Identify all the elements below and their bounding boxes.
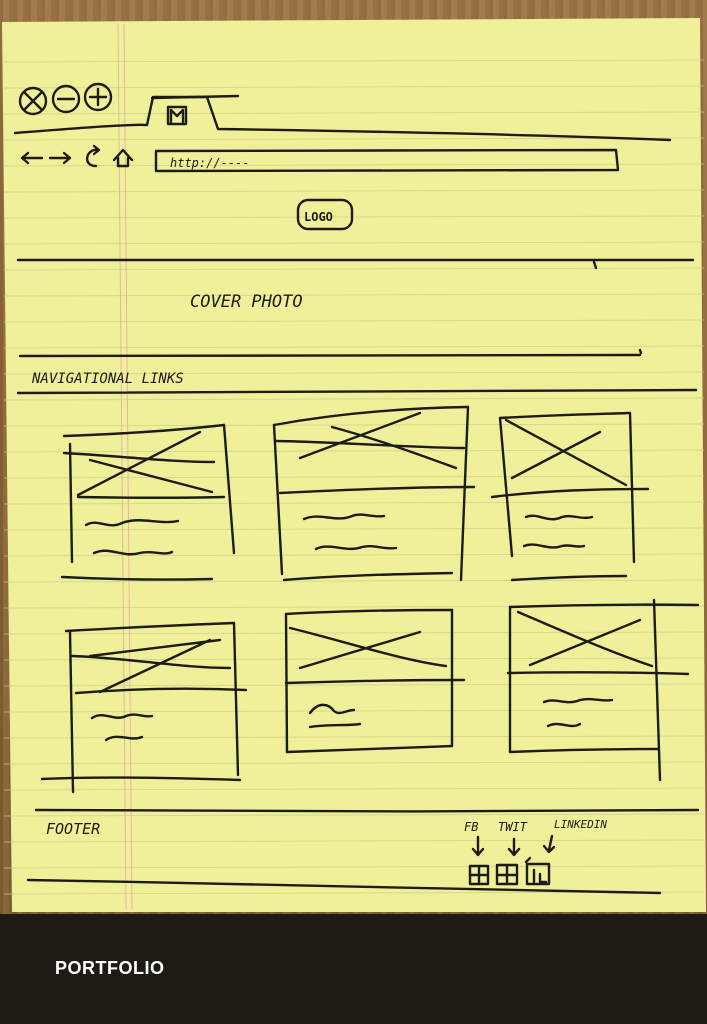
caption-bar <box>0 914 707 1024</box>
maximize-icon <box>83 82 113 112</box>
card <box>506 598 700 782</box>
address-bar <box>154 148 620 173</box>
cover-photo-label: COVER PHOTO <box>190 292 303 312</box>
card <box>272 405 476 582</box>
twitter-icon <box>495 863 519 886</box>
back-arrow-icon <box>20 151 44 165</box>
card <box>60 423 236 581</box>
social-label-fb: FB <box>464 820 478 834</box>
twit-arrow-icon <box>507 837 521 857</box>
facebook-icon <box>468 864 490 886</box>
window-controls <box>18 82 113 116</box>
social-label-twit: TWIT <box>498 820 528 834</box>
linkedin-arrow-icon <box>542 834 556 854</box>
margin-line <box>123 23 133 911</box>
minimize-icon <box>51 84 81 114</box>
portfolio-caption: PORTFOLIO <box>55 958 165 978</box>
close-icon <box>18 86 48 116</box>
card <box>40 621 248 794</box>
footer-label: FOOTER <box>46 820 100 838</box>
tab-favicon-icon <box>166 105 188 126</box>
logo-box <box>296 198 354 231</box>
margin-line <box>117 23 127 911</box>
card <box>490 411 650 582</box>
logo-label: LOGO <box>304 210 333 224</box>
footer-bottom-line <box>26 878 662 895</box>
social-label-linkedin: LINKEDIN <box>554 818 607 831</box>
cover-bottom-line <box>18 353 642 358</box>
address-bar-text: http://---- <box>170 156 249 170</box>
card <box>284 608 466 754</box>
fb-arrow-icon <box>471 835 485 857</box>
browser-tab <box>13 95 672 142</box>
forward-arrow-icon <box>48 151 72 165</box>
linkedin-icon <box>524 856 551 886</box>
footer-top-line <box>34 808 700 813</box>
refresh-icon <box>86 144 101 168</box>
nav-links-label: NAVIGATIONAL LINKS <box>31 371 184 387</box>
home-icon <box>112 148 134 168</box>
